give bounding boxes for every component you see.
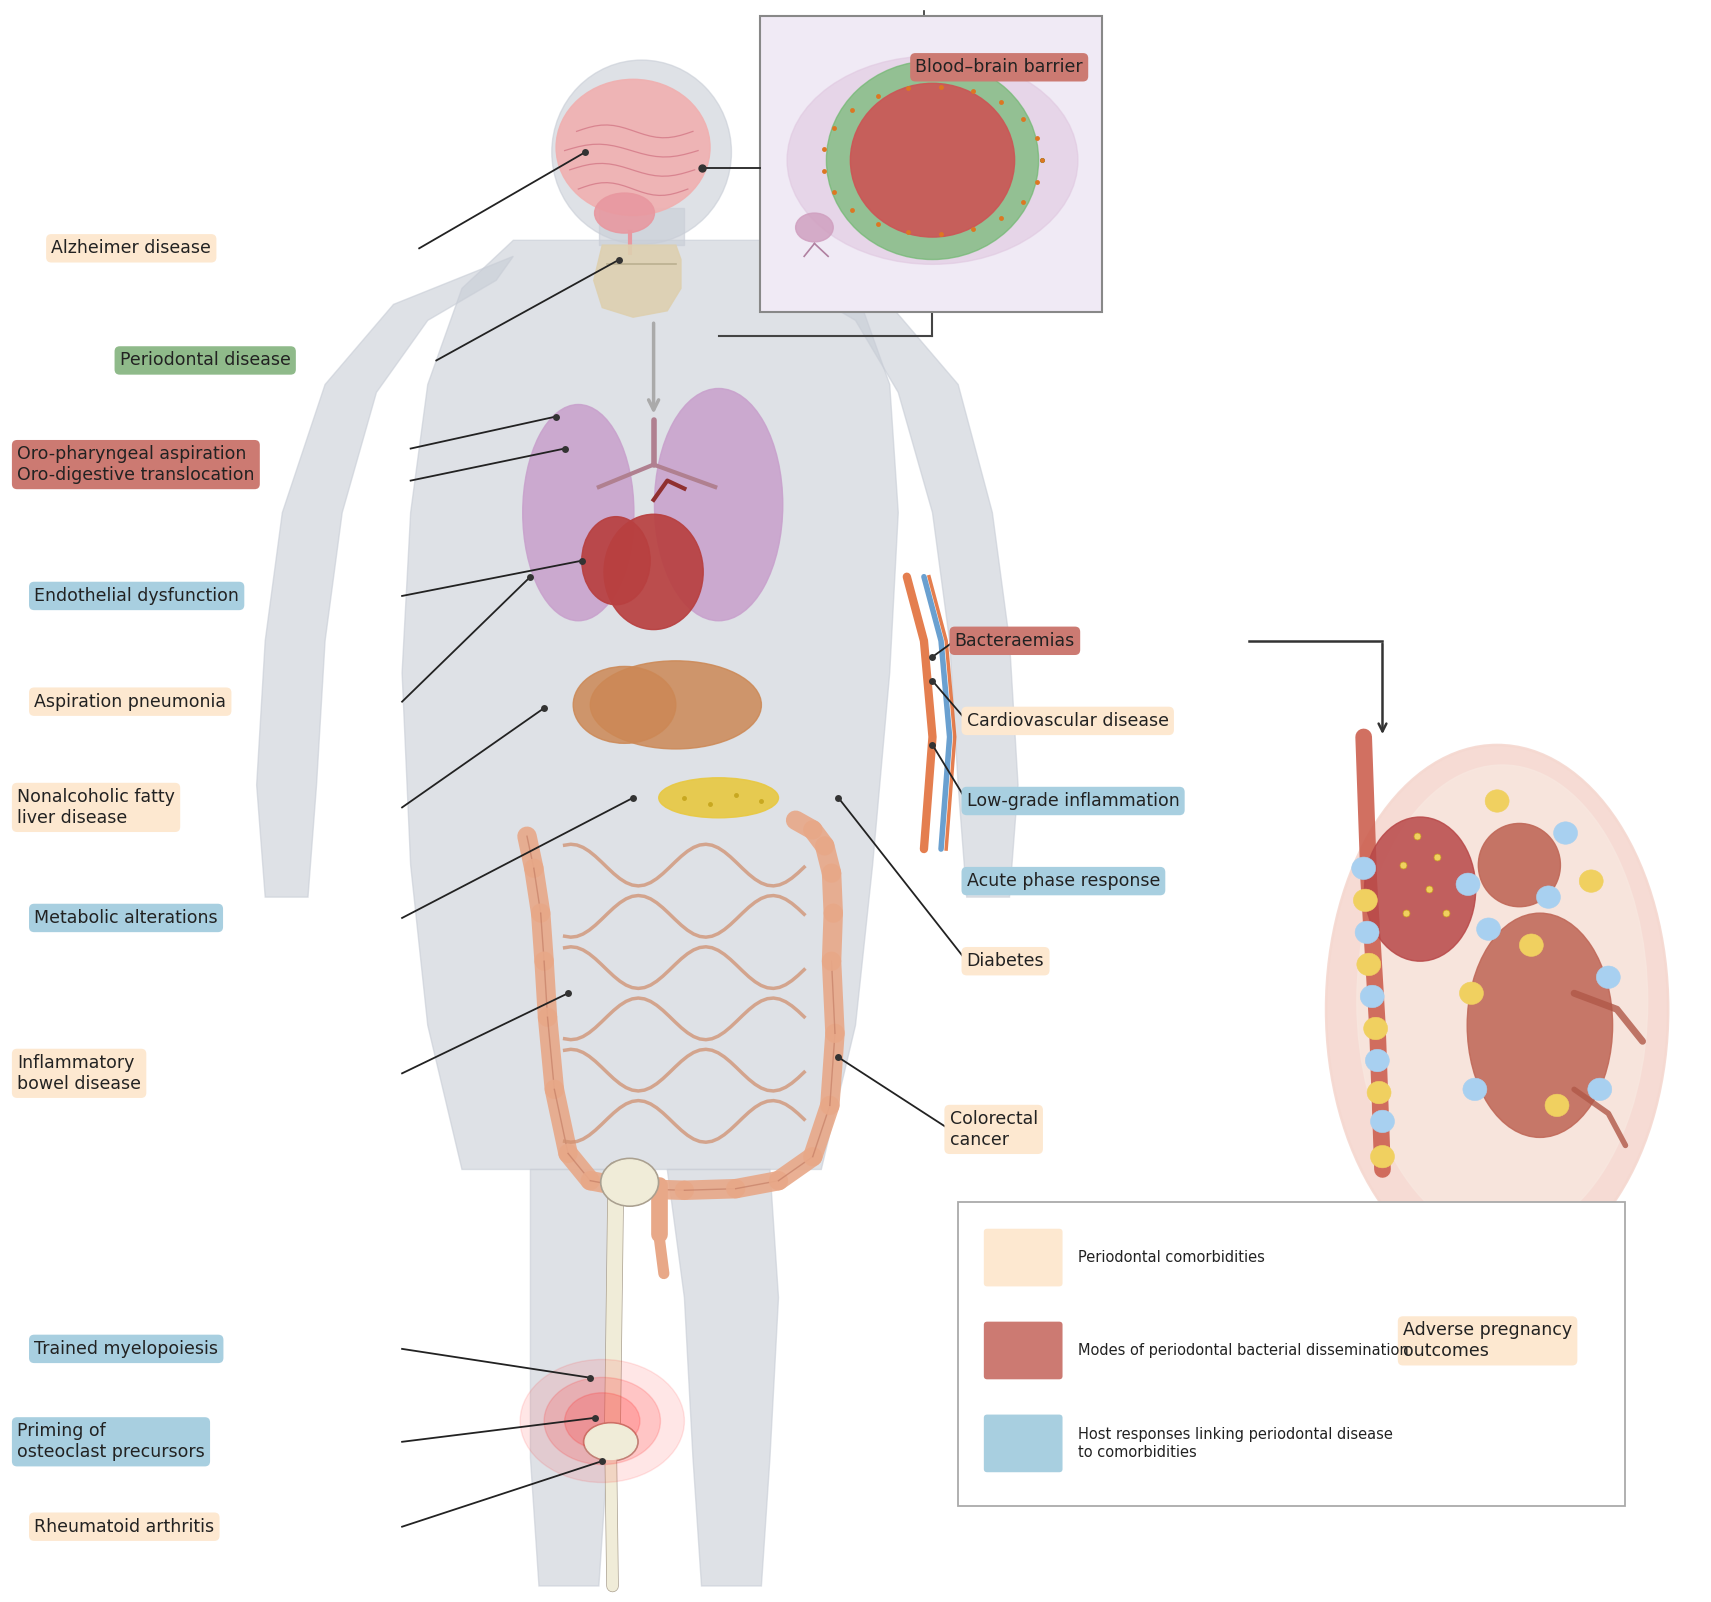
Ellipse shape xyxy=(796,213,833,242)
Polygon shape xyxy=(402,240,898,1169)
Polygon shape xyxy=(530,1169,616,1586)
Text: Endothelial dysfunction: Endothelial dysfunction xyxy=(34,586,240,606)
Text: Periodontal comorbidities: Periodontal comorbidities xyxy=(1078,1250,1264,1266)
Text: Acute phase response: Acute phase response xyxy=(967,871,1160,891)
Ellipse shape xyxy=(1326,745,1668,1274)
Circle shape xyxy=(1352,857,1376,879)
Ellipse shape xyxy=(787,56,1078,264)
Text: Rheumatoid arthritis: Rheumatoid arthritis xyxy=(34,1517,214,1536)
Ellipse shape xyxy=(585,1424,636,1459)
Circle shape xyxy=(1357,953,1381,976)
Circle shape xyxy=(1459,982,1483,1004)
Circle shape xyxy=(1371,1145,1394,1168)
Circle shape xyxy=(1367,1081,1391,1104)
FancyBboxPatch shape xyxy=(984,1229,1063,1286)
Ellipse shape xyxy=(582,516,650,606)
Circle shape xyxy=(1355,921,1379,944)
Ellipse shape xyxy=(1364,817,1475,961)
Polygon shape xyxy=(599,208,684,245)
Ellipse shape xyxy=(659,779,779,817)
Text: Metabolic alterations: Metabolic alterations xyxy=(34,908,217,928)
FancyBboxPatch shape xyxy=(984,1415,1063,1472)
Ellipse shape xyxy=(654,388,784,620)
Ellipse shape xyxy=(520,1360,684,1482)
Circle shape xyxy=(850,83,1015,237)
Ellipse shape xyxy=(604,514,703,630)
Circle shape xyxy=(1477,918,1501,940)
Circle shape xyxy=(826,61,1039,260)
Text: Priming of
osteoclast precursors: Priming of osteoclast precursors xyxy=(17,1423,205,1461)
Circle shape xyxy=(1588,1078,1612,1101)
Circle shape xyxy=(1545,1094,1569,1117)
Circle shape xyxy=(1360,985,1384,1008)
Polygon shape xyxy=(257,256,513,897)
Text: Colorectal
cancer: Colorectal cancer xyxy=(950,1110,1039,1149)
Ellipse shape xyxy=(590,660,761,748)
Polygon shape xyxy=(770,256,1018,897)
Text: Cardiovascular disease: Cardiovascular disease xyxy=(967,711,1169,731)
Ellipse shape xyxy=(1466,913,1612,1137)
Text: Bacteraemias: Bacteraemias xyxy=(955,631,1075,650)
Circle shape xyxy=(1353,889,1377,912)
Circle shape xyxy=(1364,1017,1388,1040)
Ellipse shape xyxy=(573,666,676,743)
Circle shape xyxy=(1371,1110,1394,1133)
Text: Aspiration pneumonia: Aspiration pneumonia xyxy=(34,692,226,711)
Circle shape xyxy=(1596,966,1620,988)
Ellipse shape xyxy=(601,1158,659,1206)
Circle shape xyxy=(1579,870,1603,892)
Ellipse shape xyxy=(1357,766,1648,1237)
Polygon shape xyxy=(594,245,681,317)
Circle shape xyxy=(1463,1078,1487,1101)
Polygon shape xyxy=(667,1169,779,1586)
Circle shape xyxy=(1519,934,1543,956)
Ellipse shape xyxy=(583,1423,638,1461)
Text: Low-grade inflammation: Low-grade inflammation xyxy=(967,791,1179,811)
Text: Blood–brain barrier: Blood–brain barrier xyxy=(915,58,1083,77)
Ellipse shape xyxy=(1478,823,1560,907)
FancyBboxPatch shape xyxy=(958,1202,1625,1506)
Text: Nonalcoholic fatty
liver disease: Nonalcoholic fatty liver disease xyxy=(17,788,175,827)
Ellipse shape xyxy=(524,404,633,620)
Text: Diabetes: Diabetes xyxy=(967,952,1044,971)
Circle shape xyxy=(1536,886,1560,908)
Text: Inflammatory
bowel disease: Inflammatory bowel disease xyxy=(17,1054,140,1093)
Ellipse shape xyxy=(544,1378,660,1464)
FancyBboxPatch shape xyxy=(760,16,1102,312)
Text: Trained myelopoiesis: Trained myelopoiesis xyxy=(34,1339,219,1358)
Circle shape xyxy=(1485,790,1509,812)
Text: Host responses linking periodontal disease
to comorbidities: Host responses linking periodontal disea… xyxy=(1078,1427,1393,1459)
Text: Adverse pregnancy
outcomes: Adverse pregnancy outcomes xyxy=(1403,1322,1572,1360)
Ellipse shape xyxy=(595,192,654,234)
Ellipse shape xyxy=(565,1392,640,1450)
FancyBboxPatch shape xyxy=(984,1322,1063,1379)
Text: Modes of periodontal bacterial dissemination: Modes of periodontal bacterial dissemina… xyxy=(1078,1342,1408,1358)
Text: Periodontal disease: Periodontal disease xyxy=(120,351,291,370)
Ellipse shape xyxy=(602,1160,657,1205)
Ellipse shape xyxy=(556,78,710,216)
Text: Alzheimer disease: Alzheimer disease xyxy=(51,239,210,258)
Circle shape xyxy=(1554,822,1578,844)
Text: Oro-pharyngeal aspiration
Oro-digestive translocation: Oro-pharyngeal aspiration Oro-digestive … xyxy=(17,445,255,484)
Ellipse shape xyxy=(551,59,732,245)
Circle shape xyxy=(1365,1049,1389,1072)
Circle shape xyxy=(1456,873,1480,896)
